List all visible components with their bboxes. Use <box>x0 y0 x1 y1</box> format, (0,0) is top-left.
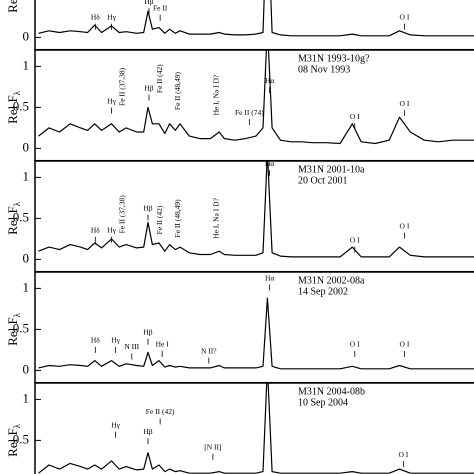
y-axis-label-sub: λ <box>12 90 22 95</box>
line-label: Hβ <box>143 203 152 212</box>
y-axis-label-sub: λ <box>12 201 22 206</box>
line-label: Hα <box>265 159 274 168</box>
line-label: O I <box>350 112 360 121</box>
y-axis-label-main: Rel F <box>5 206 20 235</box>
y-axis-label-sub: λ <box>12 423 22 428</box>
line-label: Fe II (48,49) <box>173 199 182 238</box>
y-tick-label: 1 <box>23 390 30 405</box>
spectrum-line <box>38 383 474 474</box>
panel: Hδ Hγ Fe II (37,38) Hβ Fe II (42) Fe II (48,4… <box>38 159 474 258</box>
line-label: Hγ <box>107 96 116 105</box>
panel-subtitle: 10 Sep 2004 <box>298 397 348 408</box>
line-label: He I <box>156 340 170 349</box>
y-tick-label: 1 <box>23 279 30 294</box>
y-axis-label: Rel Fλ <box>5 0 22 13</box>
line-label: Fe II (42) <box>146 407 175 416</box>
panel-subtitle: 20 Oct 2001 <box>298 175 347 186</box>
line-label: Hβ <box>143 427 152 436</box>
y-tick-label: 0 <box>23 28 30 43</box>
line-label: N III <box>124 342 139 351</box>
y-tick-label: 0 <box>23 250 30 265</box>
line-label: Hβ <box>144 0 153 6</box>
y-tick-label: 1 <box>23 168 30 183</box>
y-axis-label-main: Rel F <box>5 317 20 346</box>
y-tick-label: 0.5 <box>13 0 29 2</box>
spectrum-line <box>38 0 474 37</box>
y-tick-label: 0 <box>23 139 30 154</box>
y-axis-label: Rel Fλ <box>5 312 22 346</box>
line-label: O I <box>350 235 360 244</box>
panel-subtitle: 08 Nov 1993 <box>298 64 350 75</box>
panel: Hγ Hβ Fe II (42) [N II] O I <box>38 383 474 474</box>
line-label: Hδ <box>91 225 100 234</box>
line-label: Hα <box>265 76 274 85</box>
line-label: O I <box>400 340 410 349</box>
line-label: Hδ <box>91 336 100 345</box>
line-label: He I, Na I D? <box>212 197 221 238</box>
line-label: Fe II (37,38) <box>117 67 126 106</box>
line-label: [N II] <box>204 442 221 451</box>
line-label: He I, Na I D? <box>212 74 221 115</box>
line-label: Fe II (74) <box>235 108 264 117</box>
panel-subtitle: 14 Sep 2002 <box>298 286 348 297</box>
y-axis-label-main: Rel F <box>5 0 20 13</box>
y-axis-label-sub: λ <box>12 312 22 317</box>
line-label: Fe II (48,49) <box>173 71 182 110</box>
panel-title: M31N 2004-08b <box>298 386 365 397</box>
y-axis-label: Rel Fλ <box>5 423 22 457</box>
panel-title: M31N 1993-10g? <box>298 53 370 64</box>
line-label: N II? <box>201 346 217 355</box>
y-axis-label-main: Rel F <box>5 428 20 457</box>
y-tick-label: 0 <box>23 361 30 376</box>
panel-title: M31N 2001-10a <box>298 164 365 175</box>
y-tick-label: 0.5 <box>13 320 29 335</box>
line-label: Hγ <box>111 336 120 345</box>
y-tick-label: 0 <box>23 472 30 474</box>
y-tick-label: 0.5 <box>13 98 29 113</box>
line-label: Hγ <box>107 225 116 234</box>
line-label: Fe II (37,38) <box>117 195 126 234</box>
line-label: Fe II (42) <box>155 205 164 234</box>
line-label: Hβ <box>144 83 153 92</box>
line-label: O I <box>400 12 410 21</box>
line-label: Hγ <box>111 420 120 429</box>
line-label: Hα <box>265 273 274 282</box>
panel: Hδ Hγ N III Hβ He I N II? Hα O I O I <box>38 273 474 370</box>
y-tick-label: 0.5 <box>13 431 29 446</box>
line-label: Hβ <box>143 327 152 336</box>
line-label: Hγ <box>107 12 116 21</box>
y-tick-label: 0.5 <box>13 209 29 224</box>
line-label: O I <box>400 221 410 230</box>
panel: Hγ Fe II (37,38) Hβ Fe II (42) Fe II (48,49)… <box>38 50 474 145</box>
line-label: Fe II (42) <box>155 64 164 93</box>
panel-title: M31N 2002-08a <box>298 275 365 286</box>
line-label: O I <box>398 450 408 459</box>
line-label: Fe II <box>153 3 168 12</box>
panel-frame <box>34 382 474 474</box>
line-label: O I <box>400 99 410 108</box>
spectrum-line <box>38 297 474 370</box>
y-axis-label: Rel Fλ <box>5 201 22 235</box>
y-axis-label-main: Rel F <box>5 95 20 124</box>
y-tick-label: 1 <box>23 57 30 72</box>
spectrum-line <box>38 161 474 258</box>
spectrum-line <box>38 50 474 145</box>
line-label: Hδ <box>91 12 100 21</box>
y-axis-label: Rel Fλ <box>5 90 22 124</box>
panel-frame <box>34 0 474 51</box>
line-label: O I <box>350 340 360 349</box>
